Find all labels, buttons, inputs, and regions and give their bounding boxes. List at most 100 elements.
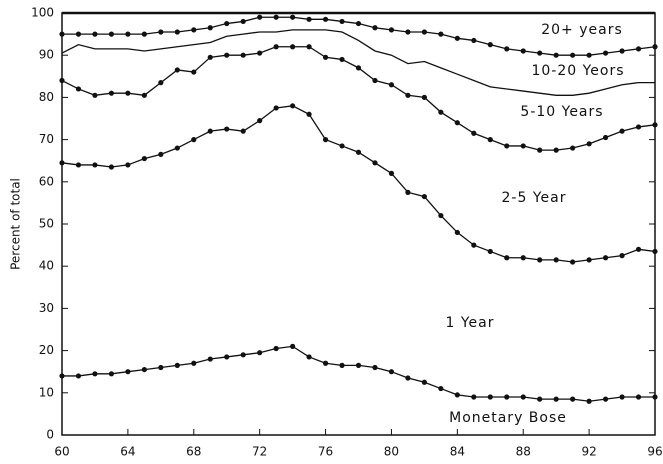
marker bbox=[59, 31, 65, 37]
marker bbox=[257, 14, 263, 20]
marker bbox=[339, 362, 345, 368]
marker bbox=[421, 193, 427, 200]
marker bbox=[454, 392, 460, 398]
marker bbox=[92, 162, 98, 168]
marker bbox=[421, 29, 427, 35]
marker bbox=[257, 118, 263, 124]
marker bbox=[108, 371, 115, 377]
y-tick-label: 10 bbox=[39, 385, 54, 399]
marker bbox=[520, 394, 526, 400]
marker bbox=[553, 52, 559, 58]
marker bbox=[405, 189, 411, 195]
marker bbox=[75, 162, 82, 168]
x-tick-label: 96 bbox=[647, 445, 662, 459]
marker bbox=[207, 356, 213, 362]
y-tick-label: 60 bbox=[39, 174, 54, 188]
marker bbox=[92, 371, 98, 377]
marker bbox=[141, 92, 147, 98]
marker bbox=[290, 343, 296, 349]
marker bbox=[537, 147, 543, 153]
marker bbox=[273, 105, 279, 111]
marker bbox=[454, 229, 460, 236]
marker bbox=[602, 396, 609, 402]
marker bbox=[421, 379, 427, 385]
marker bbox=[520, 48, 526, 54]
marker bbox=[570, 145, 576, 151]
x-tick-label: 80 bbox=[384, 445, 399, 459]
marker bbox=[92, 31, 98, 37]
marker bbox=[504, 143, 510, 149]
marker bbox=[191, 360, 197, 366]
marker bbox=[75, 373, 82, 379]
marker bbox=[290, 44, 296, 50]
marker bbox=[405, 375, 411, 381]
marker bbox=[158, 80, 164, 86]
marker bbox=[290, 103, 296, 109]
marker bbox=[471, 394, 477, 400]
region-label: 5-10 Years bbox=[520, 104, 603, 120]
marker bbox=[108, 31, 115, 37]
marker bbox=[372, 160, 378, 166]
marker bbox=[306, 16, 312, 22]
y-tick-label: 30 bbox=[39, 301, 54, 315]
marker bbox=[471, 37, 477, 44]
marker bbox=[322, 360, 329, 366]
marker bbox=[619, 48, 625, 54]
marker bbox=[388, 82, 395, 88]
marker bbox=[602, 50, 609, 56]
marker bbox=[602, 134, 609, 141]
marker bbox=[75, 86, 82, 92]
marker bbox=[537, 396, 543, 402]
marker bbox=[504, 394, 510, 400]
marker bbox=[339, 143, 345, 149]
marker bbox=[421, 94, 427, 100]
marker bbox=[355, 149, 362, 155]
region-label: 1 Year bbox=[446, 315, 495, 331]
marker bbox=[438, 212, 444, 219]
marker bbox=[257, 350, 263, 356]
marker bbox=[75, 31, 82, 37]
marker bbox=[92, 92, 98, 98]
marker bbox=[553, 396, 559, 402]
marker bbox=[405, 29, 411, 35]
x-tick-label: 72 bbox=[252, 445, 267, 459]
marker bbox=[224, 52, 230, 58]
marker bbox=[355, 65, 362, 71]
marker bbox=[487, 248, 493, 255]
marker bbox=[174, 362, 180, 368]
marker bbox=[619, 253, 625, 259]
marker bbox=[108, 164, 115, 170]
marker bbox=[438, 31, 444, 37]
marker bbox=[586, 141, 592, 147]
marker bbox=[537, 257, 543, 263]
marker bbox=[438, 385, 444, 392]
marker bbox=[125, 369, 131, 375]
region-label: 10-20 Yeors bbox=[531, 63, 624, 79]
marker bbox=[240, 18, 246, 25]
marker bbox=[273, 14, 279, 20]
marker bbox=[273, 345, 279, 352]
marker bbox=[619, 394, 625, 400]
marker bbox=[290, 14, 296, 20]
marker bbox=[339, 56, 345, 63]
marker bbox=[322, 137, 329, 143]
region-label: Monetary Bose bbox=[449, 410, 567, 426]
region-label: 20+ years bbox=[541, 22, 623, 38]
marker bbox=[388, 27, 395, 33]
series-line bbox=[61, 29, 655, 96]
marker bbox=[59, 373, 65, 379]
marker bbox=[355, 362, 362, 368]
marker bbox=[586, 52, 592, 58]
marker bbox=[619, 128, 625, 134]
marker bbox=[520, 143, 526, 149]
marker bbox=[553, 257, 559, 263]
marker bbox=[141, 155, 147, 162]
marker bbox=[504, 255, 510, 261]
series-line bbox=[62, 345, 655, 402]
marker bbox=[602, 255, 609, 261]
marker bbox=[487, 394, 493, 400]
marker bbox=[322, 16, 329, 22]
region-label: 2-5 Year bbox=[502, 190, 567, 206]
marker bbox=[635, 46, 642, 52]
marker bbox=[240, 128, 246, 134]
